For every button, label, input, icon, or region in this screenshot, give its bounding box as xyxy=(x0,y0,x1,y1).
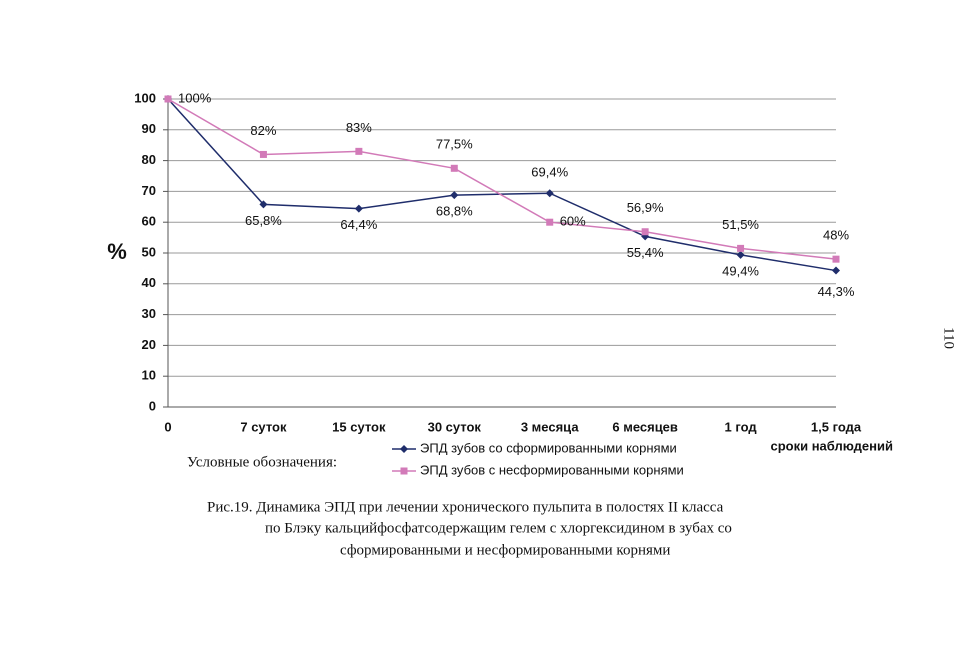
data-label: 69,4% xyxy=(531,165,568,180)
point xyxy=(832,255,840,263)
series-line xyxy=(167,98,837,272)
y-tick-label: 0 xyxy=(149,398,156,413)
y-axis-label: % xyxy=(107,239,127,264)
y-tick-label: 100 xyxy=(134,90,156,105)
point xyxy=(354,204,363,213)
data-label: 60% xyxy=(560,214,586,229)
y-tick-label: 50 xyxy=(142,244,156,259)
data-label: 44,3% xyxy=(818,284,855,299)
caption-line: по Блэку кальцийфосфатсодержащим гелем с… xyxy=(265,520,732,536)
y-tick-label: 40 xyxy=(142,275,156,290)
data-label: 64,4% xyxy=(340,217,377,232)
x-tick-label: 15 суток xyxy=(332,419,386,434)
data-label: 56,9% xyxy=(627,200,664,215)
x-tick-label: 0 xyxy=(164,419,171,434)
caption-line: сформированными и несформированными корн… xyxy=(340,542,670,558)
data-label: 51,5% xyxy=(722,217,759,232)
y-tick-label: 80 xyxy=(142,152,156,167)
data-label: 83% xyxy=(346,120,372,135)
point xyxy=(450,191,459,200)
legend-label: ЭПД зубов со сформированными корнями xyxy=(420,440,677,455)
x-tick-label: 3 месяца xyxy=(521,419,579,434)
caption-line: Рис.19. Динамика ЭПД при лечении хрониче… xyxy=(207,499,724,515)
data-label: 68,8% xyxy=(436,204,473,219)
point xyxy=(450,164,458,172)
point xyxy=(400,467,408,475)
point xyxy=(736,250,745,259)
data-label: 49,4% xyxy=(722,263,759,278)
point xyxy=(545,189,554,198)
y-tick-label: 20 xyxy=(142,337,156,352)
point xyxy=(259,150,267,158)
point xyxy=(355,147,363,155)
data-label: 65,8% xyxy=(245,213,282,228)
x-tick-label: 30 суток xyxy=(428,419,482,434)
data-label: 77,5% xyxy=(436,137,473,152)
point xyxy=(832,266,840,275)
point xyxy=(400,445,408,453)
point xyxy=(546,218,554,226)
point xyxy=(641,228,649,236)
point xyxy=(737,244,745,252)
data-label: 48% xyxy=(823,228,849,243)
data-label: 82% xyxy=(250,123,276,138)
y-tick-label: 70 xyxy=(142,183,156,198)
page-number: 110 xyxy=(941,327,957,349)
x-tick-label: 7 суток xyxy=(240,419,287,434)
point xyxy=(259,200,268,209)
series-line xyxy=(167,98,837,260)
y-tick-label: 10 xyxy=(142,368,156,383)
legend-label: ЭПД зубов с несформированными корнями xyxy=(420,462,684,477)
data-label: 55,4% xyxy=(627,245,664,260)
x-tick-label: 6 месяцев xyxy=(612,419,678,434)
y-tick-label: 30 xyxy=(142,306,156,321)
y-tick-label: 60 xyxy=(142,214,156,229)
legend-title: Условные обозначения: xyxy=(187,454,337,470)
data-label: 100% xyxy=(178,90,212,105)
x-tick-label: 1,5 года xyxy=(811,419,862,434)
point xyxy=(164,95,172,103)
x-axis-label: сроки наблюдений xyxy=(770,438,893,453)
x-tick-label: 1 год xyxy=(725,419,758,434)
y-tick-label: 90 xyxy=(142,121,156,136)
